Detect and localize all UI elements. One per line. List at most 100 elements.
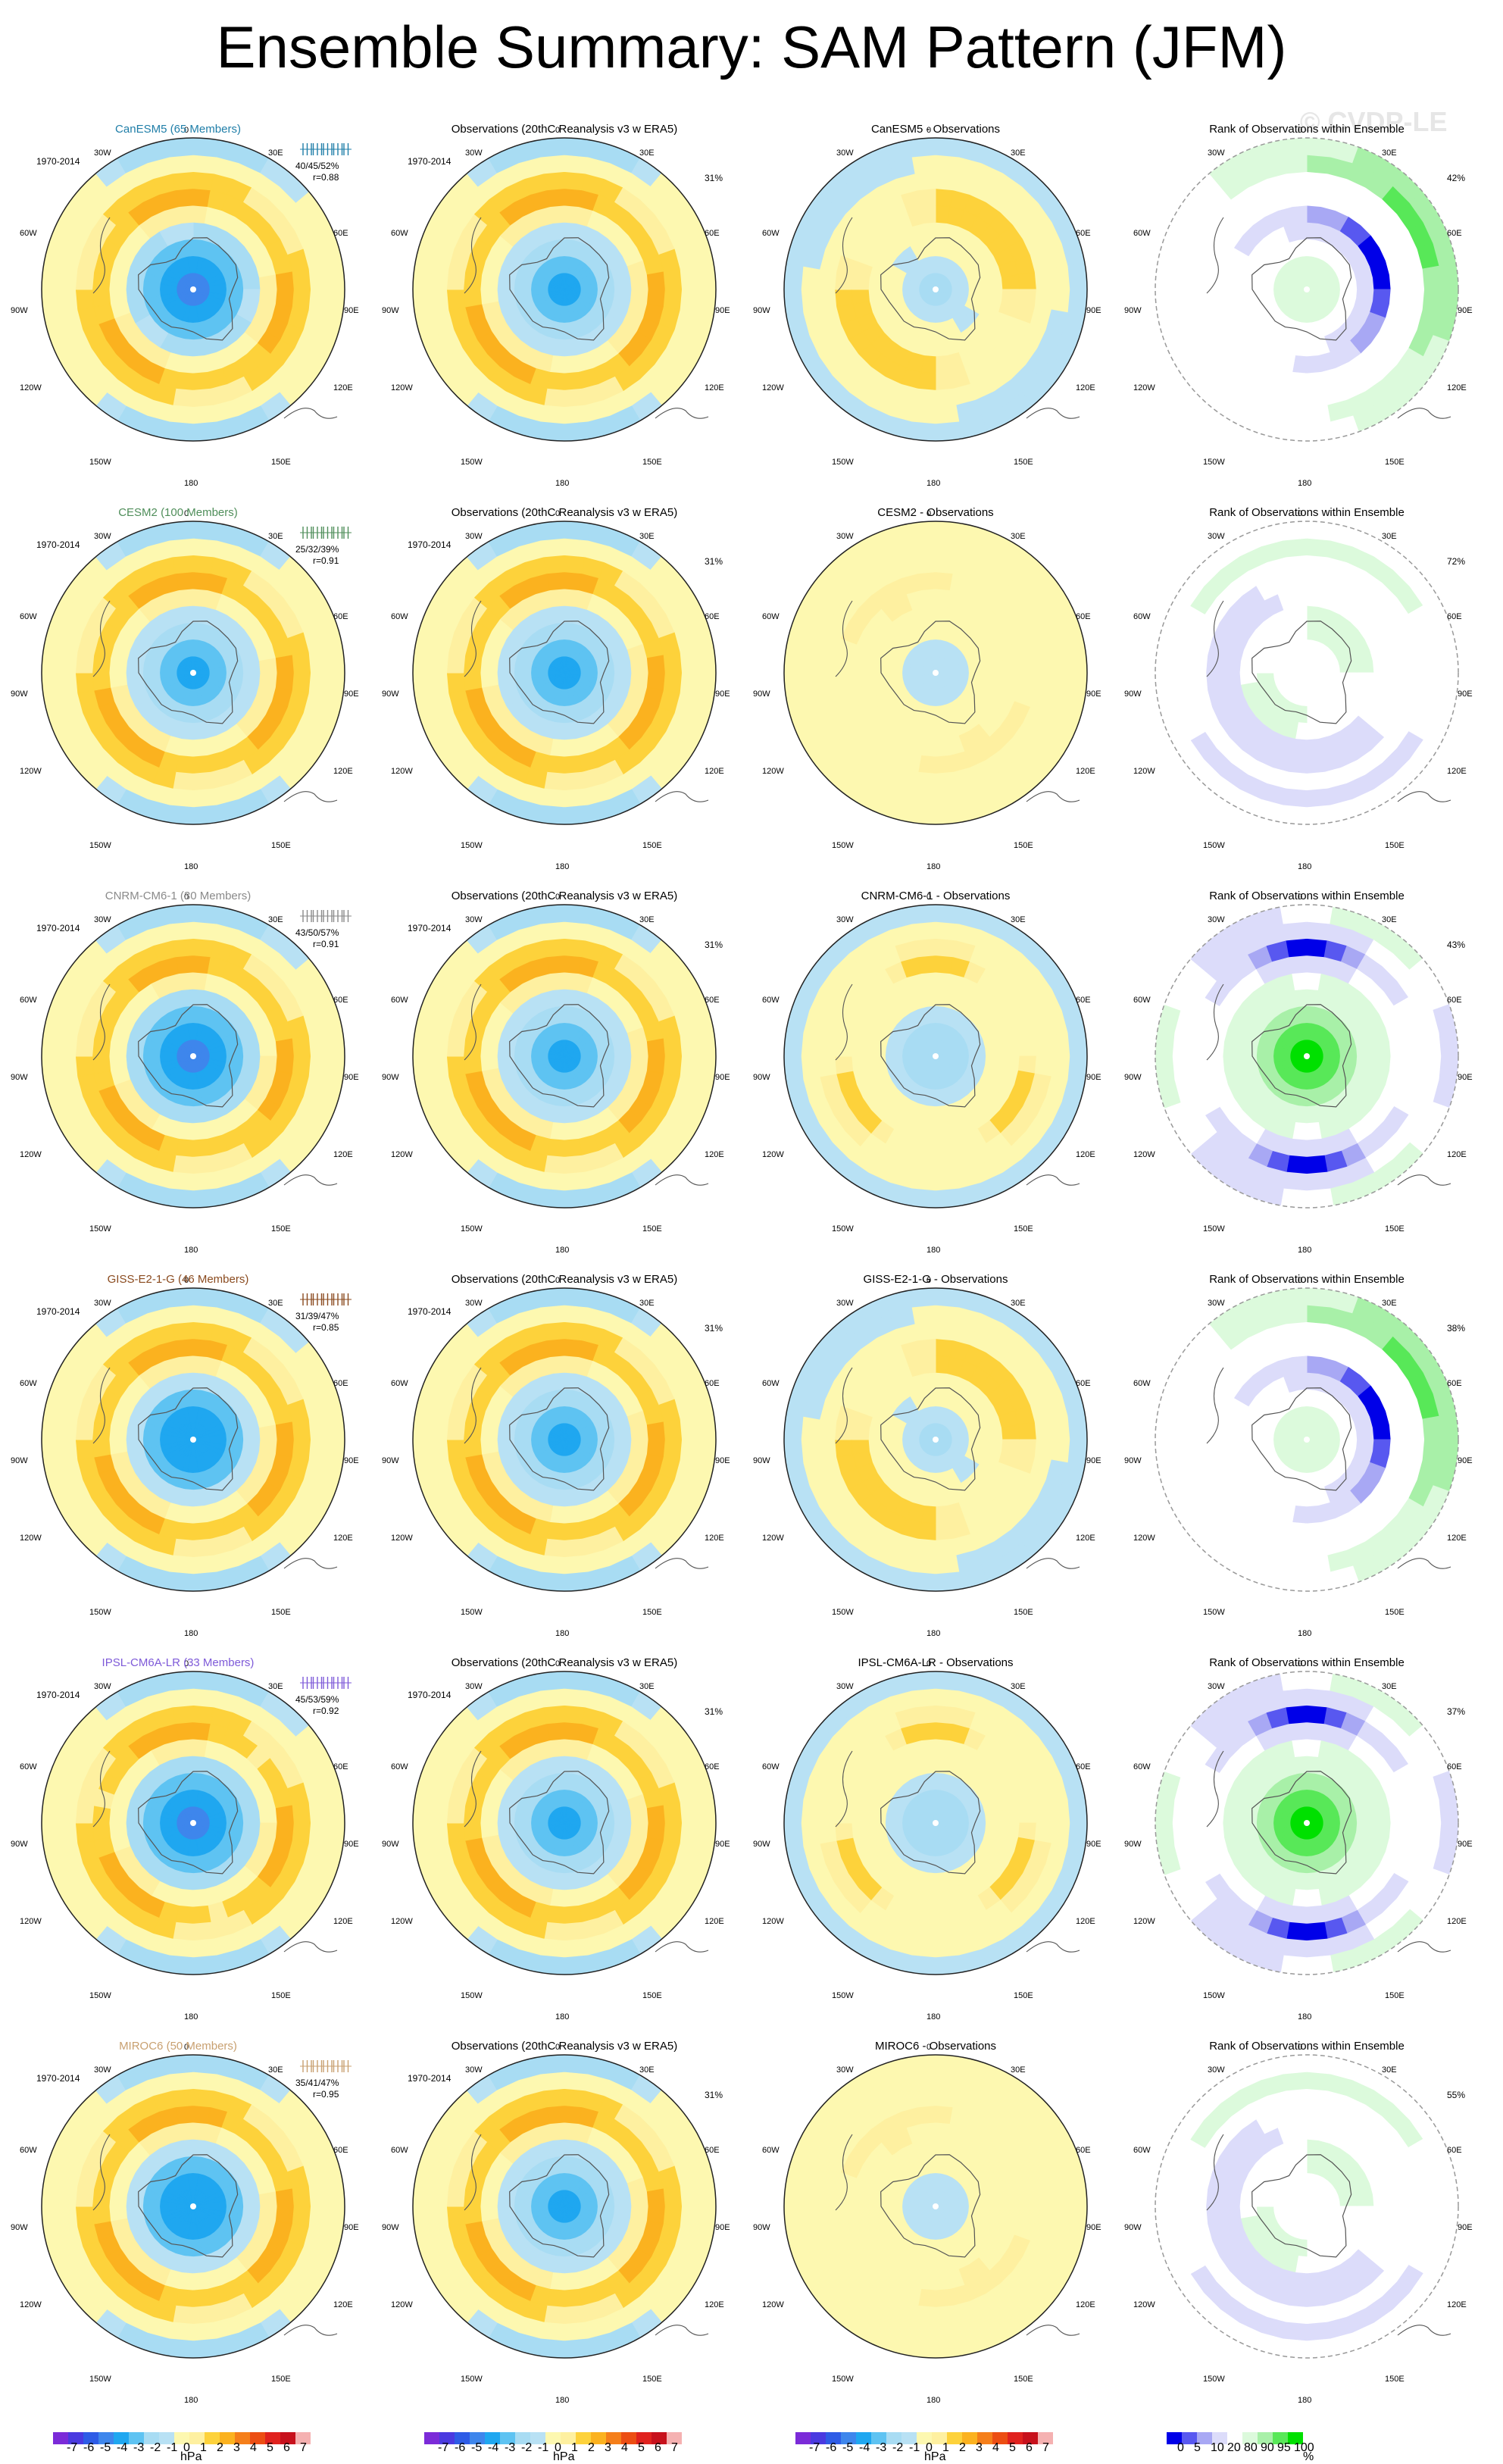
lon-label-w: 90W bbox=[11, 689, 28, 699]
colorbar-swatch bbox=[250, 2432, 265, 2444]
lon-label-w: 90W bbox=[753, 306, 770, 315]
colorbar-swatch bbox=[1288, 2432, 1303, 2444]
lon-label-se1: 150E bbox=[1385, 1991, 1405, 2000]
new-zealand-coastline bbox=[655, 2325, 709, 2336]
page-title: Ensemble Summary: SAM Pattern (JFM) bbox=[216, 14, 1287, 80]
diff-title: GISS-E2-1-G - Observations bbox=[863, 1273, 1008, 1286]
lon-label-se2: 120E bbox=[705, 1534, 724, 1543]
lon-label-se2: 120E bbox=[1447, 383, 1467, 392]
colorbar-tick: 6 bbox=[655, 2441, 661, 2454]
map-boundary bbox=[783, 1671, 1088, 1975]
lon-label-sw2: 120W bbox=[20, 1917, 42, 1926]
lon-label-se2: 120E bbox=[1076, 1534, 1095, 1543]
lon-label-e: 90E bbox=[1086, 2223, 1101, 2232]
south-america-coastline bbox=[1206, 983, 1224, 1061]
lon-label-s: 180 bbox=[555, 2396, 570, 2405]
lon-label-ne2: 60E bbox=[1447, 229, 1462, 238]
lon-label-sw2: 120W bbox=[20, 1534, 42, 1543]
lon-label-s: 180 bbox=[184, 1629, 198, 1638]
lon-label-w: 90W bbox=[382, 1456, 399, 1465]
lon-label-sw2: 120W bbox=[1133, 1917, 1155, 1926]
diff-panel: 0 30W 30E 60W 60E 90W 90E 120W 120E 150W 150E 180 GI… bbox=[750, 1264, 1121, 1643]
south-america-coastline bbox=[92, 983, 111, 1061]
lon-label-se2: 120E bbox=[705, 1150, 724, 1159]
lon-label-ne1: 30E bbox=[1382, 149, 1397, 158]
pole-marker bbox=[1304, 670, 1310, 676]
lon-label-s: 180 bbox=[555, 1246, 570, 1255]
lon-label-n: 0 bbox=[555, 893, 561, 902]
map-field bbox=[413, 905, 716, 1208]
lon-label-ne2: 60E bbox=[1076, 229, 1091, 238]
lon-label-e: 90E bbox=[1086, 1456, 1101, 1465]
member-spread-icon bbox=[300, 2060, 352, 2072]
lon-label-sw2: 120W bbox=[391, 1534, 413, 1543]
lon-label-w: 90W bbox=[1124, 689, 1142, 699]
lon-label-e: 90E bbox=[1458, 1073, 1473, 1082]
period-label: 1970-2014 bbox=[408, 156, 452, 167]
lon-label-nw2: 60W bbox=[1133, 229, 1151, 238]
rank-pct: 43% bbox=[1447, 940, 1466, 950]
ensemble-row: 0 30W 30E 60W 60E 90W 90E 120W 120E 150W 150E 180 Ca… bbox=[0, 114, 1503, 492]
map-boundary bbox=[412, 137, 717, 442]
lon-label-s: 180 bbox=[1298, 2012, 1312, 2022]
colorbar-tick: 0 bbox=[926, 2441, 933, 2454]
lon-label-se1: 150E bbox=[1014, 1608, 1033, 1617]
lon-label-se2: 120E bbox=[1447, 1534, 1467, 1543]
map-boundary bbox=[783, 137, 1088, 442]
period-label: 1970-2014 bbox=[36, 1306, 80, 1317]
colorbar-tick: 4 bbox=[621, 2441, 628, 2454]
antarctica-coastline bbox=[880, 2154, 981, 2258]
obs-panel: 0 30W 30E 60W 60E 90W 90E 120W 120E 150W 150E 180 Ob… bbox=[379, 2031, 750, 2409]
map-boundary bbox=[1155, 521, 1459, 825]
lon-label-nw1: 30W bbox=[465, 1682, 483, 1691]
pole-marker bbox=[1304, 286, 1310, 292]
lon-label-w: 90W bbox=[1124, 1840, 1142, 1849]
diff-map bbox=[783, 904, 1088, 1209]
model-title: IPSL-CM6A-LR (33 Members) bbox=[102, 1656, 255, 1669]
colorbar-rank: 0 5 10 20 80 90 95 100 % bbox=[1167, 2432, 1447, 2463]
lon-label-sw2: 120W bbox=[1133, 383, 1155, 392]
rank-title: Rank of Observations within Ensemble bbox=[1209, 1273, 1405, 1286]
lon-label-n: 0 bbox=[1298, 1659, 1303, 1668]
lon-label-ne2: 60E bbox=[705, 1762, 720, 1771]
lon-label-sw2: 120W bbox=[20, 383, 42, 392]
lon-label-ne1: 30E bbox=[1382, 2065, 1397, 2075]
lon-label-sw1: 150W bbox=[89, 458, 111, 467]
new-zealand-coastline bbox=[1026, 408, 1080, 419]
antarctica-coastline bbox=[138, 2154, 239, 2258]
colorbar-tick: -7 bbox=[809, 2441, 820, 2454]
new-zealand-coastline bbox=[655, 1174, 709, 1186]
map-field bbox=[1155, 905, 1458, 1208]
lon-label-sw2: 120W bbox=[762, 383, 784, 392]
map-boundary bbox=[41, 137, 345, 442]
lon-label-w: 90W bbox=[753, 2223, 770, 2232]
lon-label-ne1: 30E bbox=[1011, 1682, 1026, 1691]
lon-label-se1: 150E bbox=[1385, 1224, 1405, 1234]
lon-label-se1: 150E bbox=[642, 458, 662, 467]
lon-label-ne2: 60E bbox=[333, 996, 348, 1005]
colorbar-swatch bbox=[530, 2432, 545, 2444]
new-zealand-coastline bbox=[1397, 1941, 1451, 1953]
period-label: 1970-2014 bbox=[36, 1690, 80, 1700]
south-america-coastline bbox=[92, 1750, 111, 1828]
antarctica-coastline bbox=[880, 1387, 981, 1491]
colorbar-swatch bbox=[561, 2432, 576, 2444]
antarctica-coastline bbox=[880, 1771, 981, 1875]
colorbar-swatch bbox=[962, 2432, 977, 2444]
lon-label-sw2: 120W bbox=[1133, 1534, 1155, 1543]
lon-label-s: 180 bbox=[184, 2396, 198, 2405]
lon-label-nw2: 60W bbox=[20, 996, 37, 1005]
lon-label-nw1: 30W bbox=[1208, 1299, 1225, 1308]
colorbar-tick: 20 bbox=[1227, 2441, 1241, 2454]
lon-label-s: 180 bbox=[1298, 1246, 1312, 1255]
map-boundary bbox=[1155, 137, 1459, 442]
lon-label-sw1: 150W bbox=[1203, 841, 1225, 850]
antarctica-coastline bbox=[509, 1004, 610, 1108]
map-field bbox=[784, 905, 1087, 1208]
rank-title: Rank of Observations within Ensemble bbox=[1209, 123, 1405, 136]
colorbar-swatch bbox=[174, 2432, 189, 2444]
lon-label-e: 90E bbox=[1458, 1840, 1473, 1849]
lon-label-ne2: 60E bbox=[333, 1379, 348, 1388]
south-america-coastline bbox=[92, 217, 111, 294]
lon-label-ne1: 30E bbox=[268, 149, 283, 158]
